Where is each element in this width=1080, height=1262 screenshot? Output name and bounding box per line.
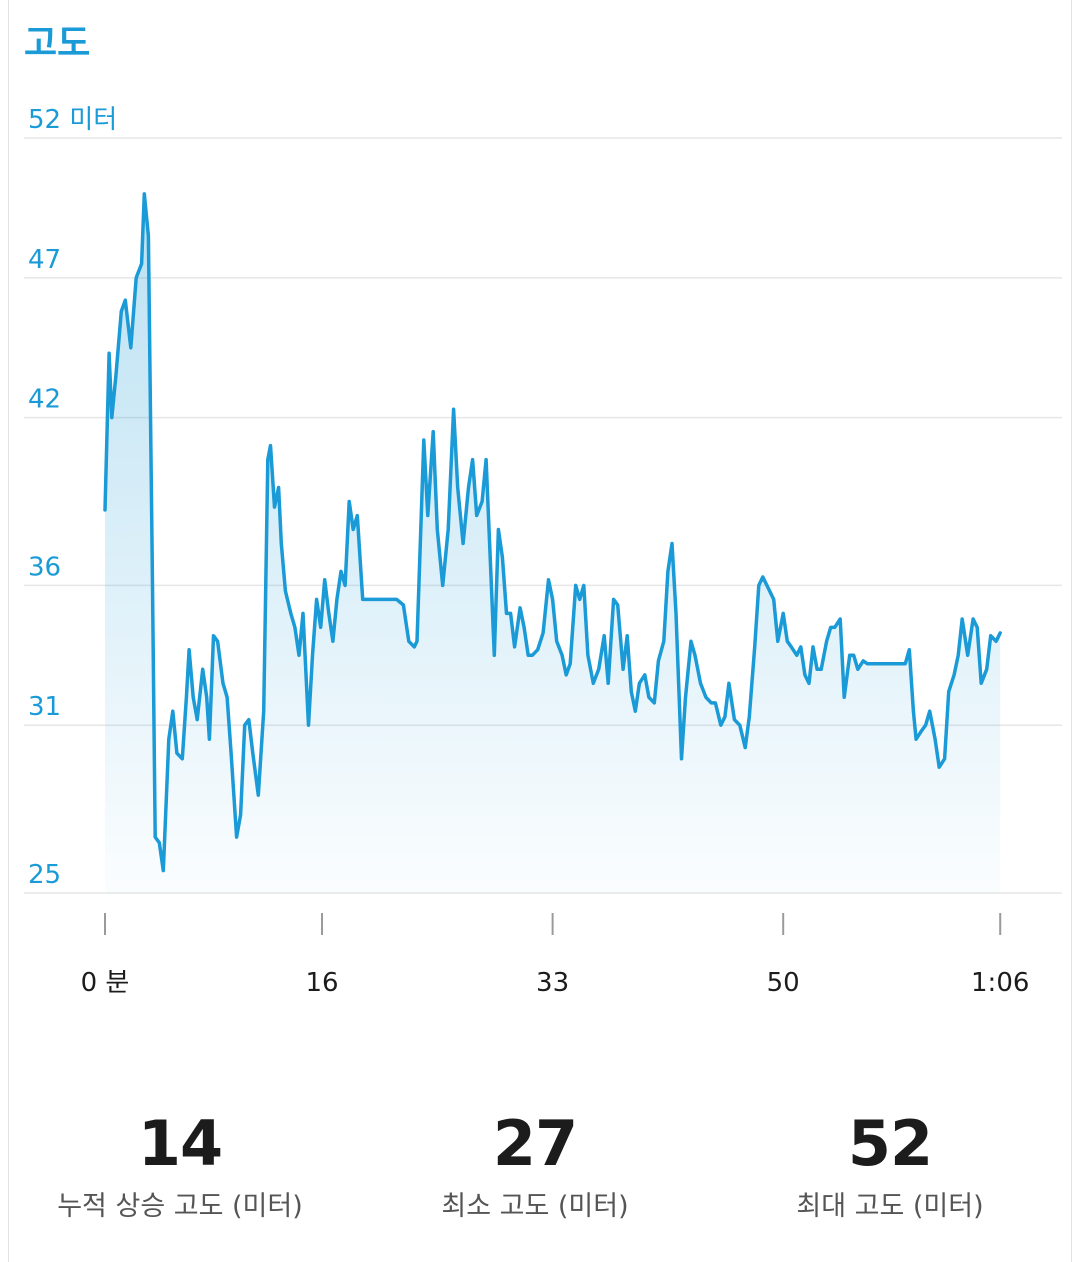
x-axis: 0 분 16 33 50 1:06 xyxy=(81,913,1029,998)
stat-min-elevation: 27 최소 고도 (미터) xyxy=(355,1108,715,1223)
x-tick-label: 16 xyxy=(305,968,338,998)
elevation-area xyxy=(105,193,1001,893)
stat-label: 누적 상승 고도 (미터) xyxy=(57,1191,303,1222)
elevation-line xyxy=(103,192,1002,873)
y-tick-label: 25 xyxy=(28,860,61,890)
x-tick-label: 33 xyxy=(536,968,569,998)
y-tick-label: 47 xyxy=(28,245,61,275)
elevation-chart: 25 31 36 42 47 52 미터 0 분 16 33 50 1:06 xyxy=(24,105,1062,998)
x-tick-label: 1:06 xyxy=(971,968,1029,998)
chart-title: 고도 xyxy=(24,23,91,64)
y-tick-label: 52 미터 xyxy=(28,105,117,135)
stats-panel: 14 누적 상승 고도 (미터) 27 최소 고도 (미터) 52 최대 고도 … xyxy=(0,1108,1080,1258)
x-tick-label: 50 xyxy=(767,968,800,998)
y-tick-label: 31 xyxy=(28,692,61,722)
y-tick-label: 36 xyxy=(28,552,61,582)
card-border-left xyxy=(8,0,9,1262)
stat-label: 최소 고도 (미터) xyxy=(441,1191,629,1222)
stat-max-elevation: 52 최대 고도 (미터) xyxy=(710,1108,1070,1223)
card-border-right xyxy=(1071,0,1072,1262)
y-tick-label: 42 xyxy=(28,385,61,415)
stat-value: 14 xyxy=(137,1107,223,1180)
stat-total-ascent: 14 누적 상승 고도 (미터) xyxy=(0,1108,360,1223)
stat-value: 52 xyxy=(847,1107,933,1180)
stat-label: 최대 고도 (미터) xyxy=(796,1191,984,1222)
stat-value: 27 xyxy=(492,1107,578,1180)
x-tick-label: 0 분 xyxy=(81,968,130,998)
y-axis: 25 31 36 42 47 52 미터 xyxy=(28,105,117,890)
